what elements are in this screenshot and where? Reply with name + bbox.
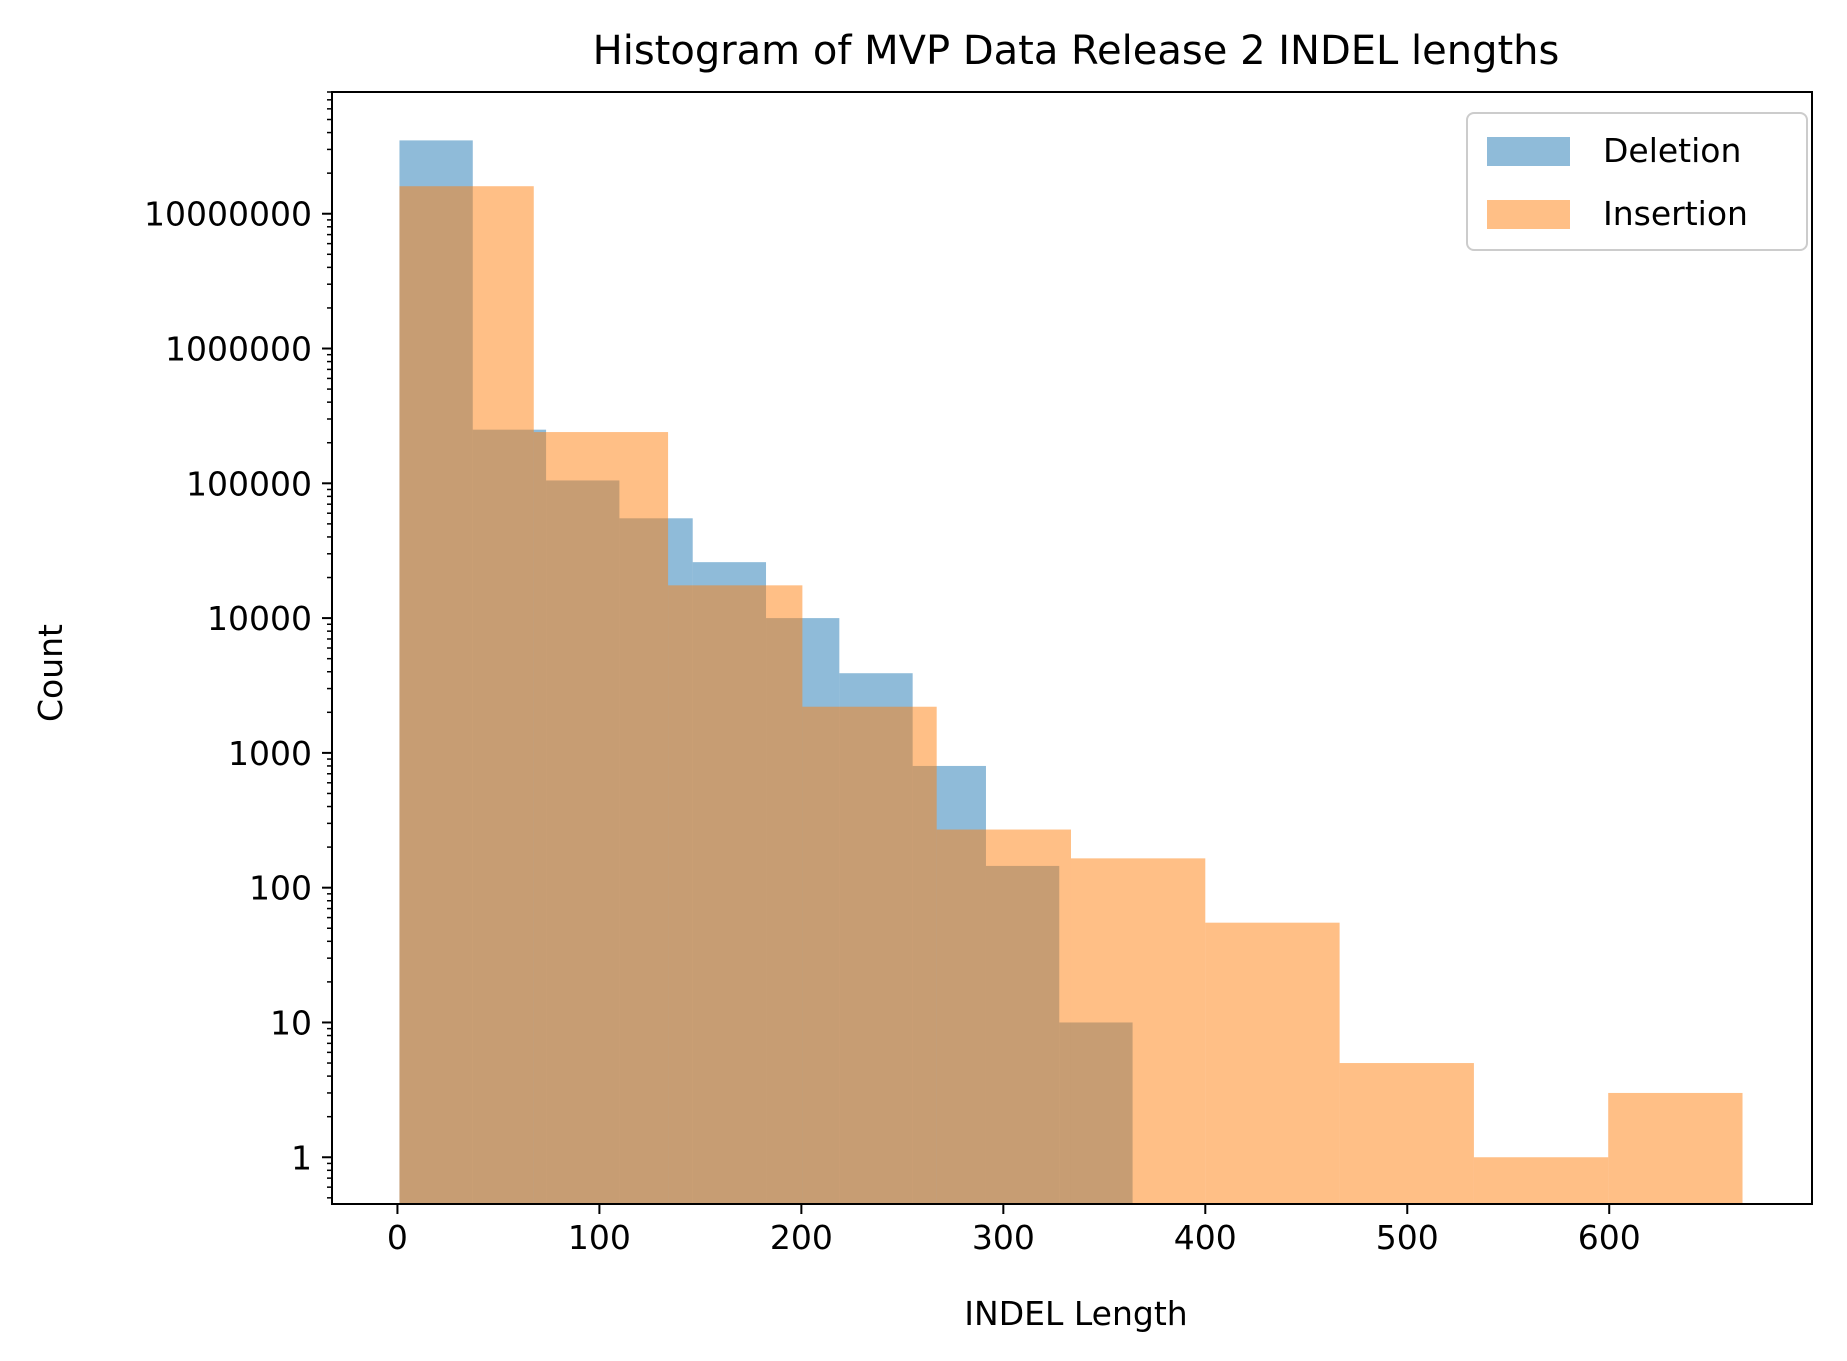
y-tick-label: 10000000 — [144, 195, 312, 234]
x-tick-label: 600 — [1578, 1218, 1641, 1257]
y-tick-label: 1000 — [228, 734, 312, 773]
legend-swatch-deletion — [1487, 137, 1570, 166]
bar-insertion-2 — [668, 585, 803, 1204]
axes-layer: 0 100 200 300 400 500 600 1 10 100 1000 10000 100000… — [144, 91, 1813, 1257]
bar-insertion-9 — [1608, 1092, 1743, 1204]
x-tick-label: 0 — [387, 1218, 408, 1257]
y-tick-label: 100000 — [186, 464, 312, 503]
legend-swatch-insertion — [1487, 200, 1570, 229]
y-axis-label: Count — [31, 624, 70, 722]
bar-insertion-8 — [1473, 1157, 1609, 1204]
bar-insertion-5 — [1070, 858, 1206, 1204]
series-insertion — [399, 186, 1743, 1204]
x-tick-label: 300 — [972, 1218, 1035, 1257]
chart-title: Histogram of MVP Data Release 2 INDEL le… — [593, 28, 1560, 74]
bar-insertion-1 — [533, 432, 669, 1204]
bar-insertion-7 — [1339, 1063, 1474, 1204]
y-tick-label: 10000 — [207, 599, 312, 638]
y-tick-label: 10 — [270, 1003, 312, 1042]
legend-label-deletion: Deletion — [1603, 131, 1741, 170]
y-tick-label: 1000000 — [165, 330, 312, 369]
legend: Deletion Insertion — [1466, 112, 1808, 251]
bar-insertion-0 — [399, 186, 534, 1204]
bar-insertion-3 — [802, 706, 937, 1204]
x-tick-label: 200 — [770, 1218, 833, 1257]
x-axis-label: INDEL Length — [964, 1294, 1187, 1333]
x-tick-label: 100 — [568, 1218, 631, 1257]
x-tick-label: 500 — [1376, 1218, 1439, 1257]
x-tick-label: 400 — [1174, 1218, 1237, 1257]
y-tick-label: 100 — [249, 869, 312, 908]
bars-layer — [399, 140, 1743, 1205]
bar-insertion-6 — [1205, 922, 1340, 1204]
bar-insertion-4 — [936, 829, 1071, 1204]
legend-label-insertion: Insertion — [1603, 194, 1748, 233]
y-tick-label: 1 — [291, 1138, 312, 1177]
